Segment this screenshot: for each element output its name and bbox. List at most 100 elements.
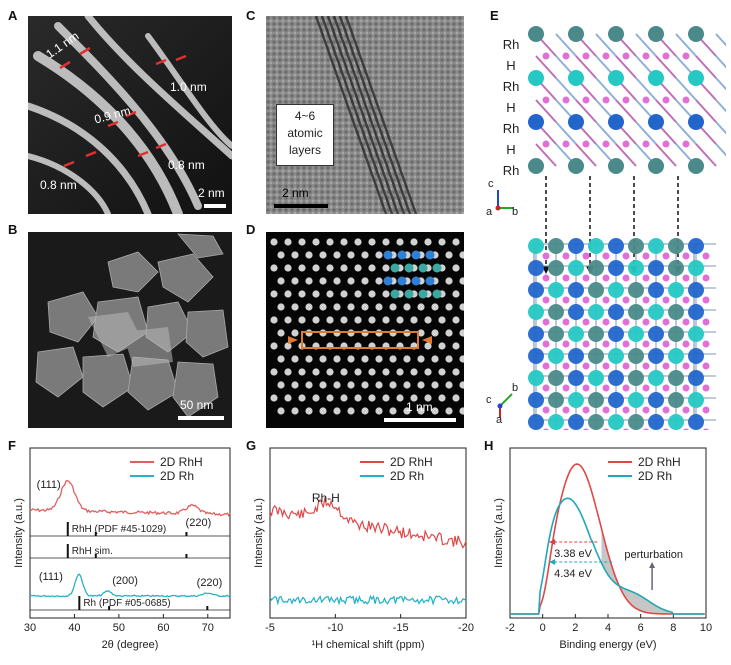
rh-atom [608,370,624,386]
atom-spot [284,368,292,376]
rh-atom [648,158,664,174]
atom-spot [368,394,376,402]
atom-spot [396,368,404,376]
atom-spot [459,303,464,311]
atom-spot [438,394,446,402]
bond [655,55,677,79]
rh-atom [528,304,544,320]
peak-label: (111) [39,571,63,583]
h-atom [542,384,550,392]
rh-atom [588,392,604,408]
x-tick-label: -20 [458,622,474,634]
atom-spot [284,264,292,272]
h-atom [682,52,690,60]
bond [615,143,637,167]
atom-spot [445,355,453,363]
atom-spot [305,381,313,389]
rh-atom [548,304,564,320]
stem-image-d: 1 nm [266,232,464,428]
y-axis-label: Intensity (a.u.) [13,498,25,568]
h-atom [622,274,630,282]
atom-spot [291,303,299,311]
atom-spot [417,355,425,363]
rh-atom [648,392,664,408]
atom-spot [284,316,292,324]
rh-atom [548,282,564,298]
bond [655,99,677,123]
atom-spot [333,407,341,415]
tem-image-a: 1.1 nm 1.0 nm 0.9 nm 0.8 nm 0.8 nm 2 nm [28,16,232,214]
rh-atom [588,282,604,298]
h-atom [582,406,590,414]
series-line-rh [29,573,231,598]
h-atom [682,252,690,260]
rh-atom [568,282,584,298]
atom-spot [403,381,411,389]
rh-atom [568,392,584,408]
scale-bar-b [178,416,224,420]
atom-spot [368,290,376,298]
series-line-rhh [510,463,705,615]
legend-entry: 2D Rh [390,469,424,483]
bond [535,143,557,167]
atom-spot [347,277,355,285]
atom-spot [424,394,432,402]
atom-spot [424,238,432,246]
atom-spot [305,251,313,259]
atom-spot [298,238,306,246]
atom-spot [410,394,418,402]
legend-entry: 2D RhH [390,455,433,469]
atom-spot [396,394,404,402]
atom-spot [438,342,446,350]
atom-spot [326,368,334,376]
x-tick-label: 0 [540,622,546,634]
annotation-0-8nm-right: 0.8 nm [168,158,205,172]
h-atom [682,318,690,326]
peak-label: (200) [112,575,138,587]
axis-c-top: c [488,178,494,190]
h-atom [702,362,710,370]
rh-atom [608,326,624,342]
scale-label-b: 50 nm [180,398,214,412]
x-tick-label: -15 [393,622,409,634]
atom-spot [284,342,292,350]
atom-spot [277,381,285,389]
h-atom [562,318,570,326]
model-atom [390,263,400,273]
atom-spot [312,394,320,402]
atom-spot [445,251,453,259]
h-atom [642,384,650,392]
h-atom [542,296,550,304]
atom-spot [319,381,327,389]
atom-spot [277,251,285,259]
atom-spot [354,394,362,402]
h-atom [602,296,610,304]
atom-spot [424,342,432,350]
rh-atom [668,392,684,408]
atom-spot [333,381,341,389]
atom-spot [452,290,460,298]
h-atom [582,274,590,282]
atom-spot [361,407,369,415]
atom-spot [403,303,411,311]
atomic-lattice-image [270,238,464,415]
model-atom [397,250,407,260]
arrow-head [649,562,656,568]
layer-label: Rh [502,163,520,178]
h-atom [622,318,630,326]
model-atom [432,263,442,273]
atom-spot [459,355,464,363]
h-atom [602,252,610,260]
bond [715,121,731,140]
h-atom [582,362,590,370]
peak-label: (220) [197,577,223,589]
atom-spot [452,316,460,324]
h-atom [542,96,550,104]
bond [715,55,731,74]
h-atom [702,428,710,436]
x-tick-label: 4 [605,622,611,634]
atom-spot [389,407,397,415]
legend-entry: 2D Rh [638,469,672,483]
rh-atom [628,238,644,254]
h-atom [602,362,610,370]
